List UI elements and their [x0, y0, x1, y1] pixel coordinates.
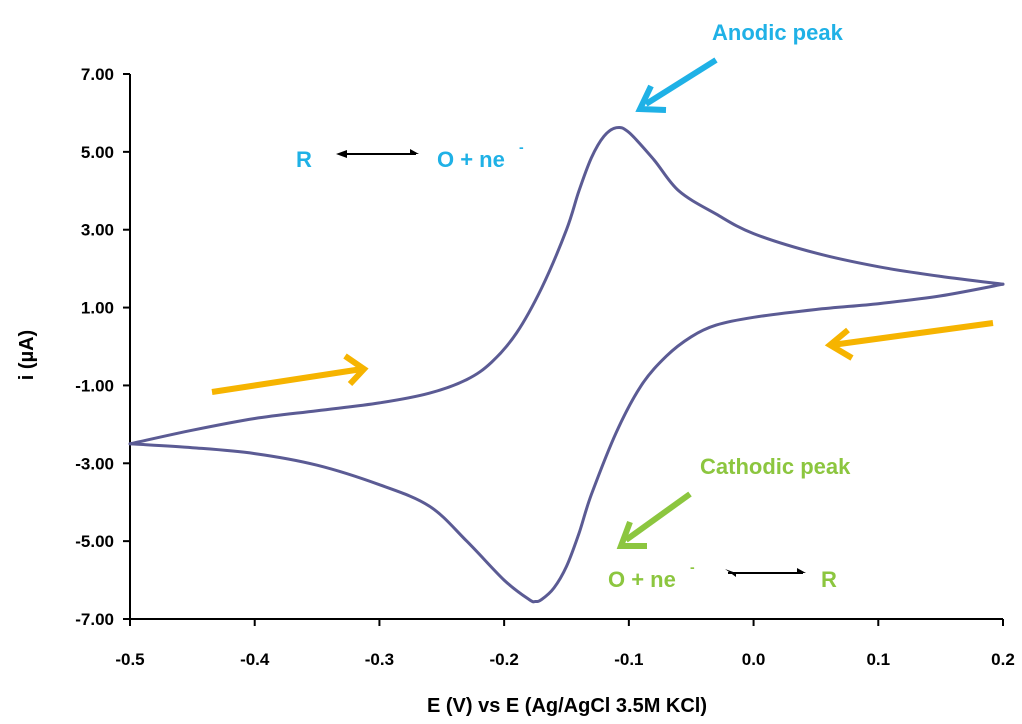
axes — [129, 74, 1003, 620]
oxidation-eq-right: O + ne — [437, 147, 505, 172]
reduction-eq-sup: - — [690, 559, 695, 575]
series-line-reverse — [128, 282, 1005, 604]
y-tick-label: 7.00 — [81, 65, 114, 84]
reduction-eq-right: R — [821, 567, 837, 592]
y-tick-label: -5.00 — [75, 532, 114, 551]
y-tick-label: 1.00 — [81, 299, 114, 318]
reduction-eq-left: O + ne — [608, 567, 676, 592]
y-tick-label: 5.00 — [81, 143, 114, 162]
x-tick-label: 0.1 — [866, 650, 890, 669]
x-tick-label: -0.1 — [614, 650, 643, 669]
y-tick-label: -1.00 — [75, 376, 114, 395]
y-axis-title: i (µA) — [16, 330, 38, 380]
x-tick-label: -0.4 — [240, 650, 270, 669]
cathodic-peak-arrow — [616, 491, 692, 549]
y-axis-ticks: 7.00 5.00 3.00 1.00 -1.00 -3.00 -5.00 -7.00 — [75, 65, 130, 629]
y-tick-label: -7.00 — [75, 610, 114, 629]
x-tick-label: -0.2 — [489, 650, 518, 669]
x-tick-label: 0.2 — [991, 650, 1015, 669]
x-tick-label: -0.5 — [115, 650, 144, 669]
oxidation-eq-sup: - — [519, 139, 524, 155]
reverse-scan-arrow — [824, 320, 994, 361]
plot-area — [128, 125, 1005, 604]
series-line-forward — [128, 125, 1005, 446]
x-axis-title: E (V) vs E (Ag/AgCl 3.5M KCl) — [427, 695, 707, 717]
oxidation-eq-left: R — [296, 147, 312, 172]
x-tick-label: -0.3 — [365, 650, 394, 669]
anodic-peak-arrow — [635, 57, 718, 113]
y-tick-label: -3.00 — [75, 454, 114, 473]
x-tick-label: 0.0 — [742, 650, 766, 669]
reduction-eq-arrow — [725, 568, 806, 577]
x-axis-ticks: -0.5 -0.4 -0.3 -0.2 -0.1 0.0 0.1 0.2 — [115, 619, 1015, 669]
oxidation-eq-arrow — [336, 149, 419, 158]
cathodic-peak-label: Cathodic peak — [700, 454, 851, 479]
forward-scan-arrow — [211, 353, 369, 395]
anodic-peak-label: Anodic peak — [712, 20, 844, 45]
y-tick-label: 3.00 — [81, 221, 114, 240]
